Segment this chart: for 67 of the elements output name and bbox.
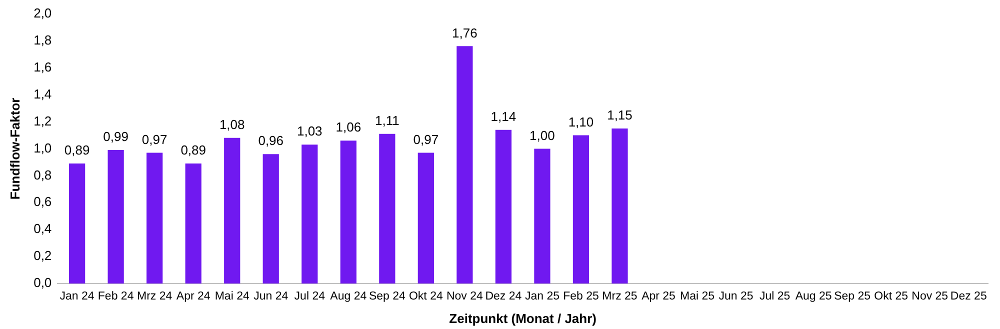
y-tick-label: 0,6 <box>34 194 52 210</box>
y-tick-label: 0,0 <box>34 275 52 290</box>
y-tick-label: 1,2 <box>34 113 52 128</box>
x-tick-label: Mai 24 <box>214 290 250 303</box>
bar <box>185 164 202 284</box>
x-tick-label: Okt 25 <box>874 290 908 303</box>
x-tick-label: Jan 24 <box>60 290 95 303</box>
data-label: 1,14 <box>490 108 516 124</box>
x-tick-label: Jun 25 <box>718 290 754 303</box>
x-tick-label: Feb 25 <box>563 290 599 303</box>
x-tick-label: Apr 25 <box>642 290 676 303</box>
bar <box>612 128 628 284</box>
x-tick-label: Nov 25 <box>912 290 948 303</box>
bar <box>418 152 434 284</box>
x-tick-label: Jul 25 <box>759 290 790 303</box>
data-label: 0,96 <box>258 133 284 148</box>
x-tick-label: Aug 25 <box>795 290 832 303</box>
x-tick-label: Dez 24 <box>485 290 522 303</box>
data-label: 1,11 <box>374 112 400 128</box>
bar <box>340 140 356 284</box>
y-tick-label: 0,2 <box>34 248 52 264</box>
bar <box>108 150 124 284</box>
y-tick-label: 0,4 <box>34 221 52 236</box>
bar <box>302 144 318 284</box>
x-tick-label: Mai 25 <box>680 290 715 303</box>
bar <box>456 46 473 284</box>
data-label: 1,00 <box>530 128 555 143</box>
x-tick-label: Mrz 24 <box>137 290 173 303</box>
data-label: 0,89 <box>180 142 206 158</box>
data-label: 1,10 <box>568 114 594 130</box>
data-label: 0,99 <box>103 129 128 144</box>
data-label: 1,06 <box>336 120 362 135</box>
x-tick-label: Sep 24 <box>368 290 406 303</box>
x-tick-label: Okt 24 <box>408 290 444 303</box>
y-tick-label: 0,8 <box>34 167 52 182</box>
bar <box>534 148 550 284</box>
x-tick-label: Sep 25 <box>834 290 871 303</box>
data-label: 0,89 <box>64 142 90 158</box>
x-axis-title: Zeitpunkt (Monat / Jahr) <box>449 310 597 326</box>
y-tick-label: 1,8 <box>34 32 52 48</box>
x-tick-label: Nov 24 <box>446 290 484 303</box>
bar <box>146 152 163 284</box>
x-tick-label: Feb 24 <box>98 290 134 303</box>
x-tick-label: Jun 24 <box>254 290 289 303</box>
data-label: 1,15 <box>607 108 632 123</box>
y-tick-label: 1,0 <box>34 140 52 156</box>
bar <box>224 138 240 284</box>
bar <box>379 134 396 284</box>
x-tick-label: Jul 24 <box>294 290 326 303</box>
x-tick-label: Jan 25 <box>524 290 560 303</box>
bar <box>68 164 86 284</box>
x-tick-label: Aug 24 <box>330 290 368 303</box>
data-label: 0,97 <box>413 132 439 147</box>
data-label: 1,08 <box>219 116 245 132</box>
data-label: 1,76 <box>452 25 478 40</box>
x-tick-label: Apr 24 <box>176 290 211 303</box>
data-label: 1,03 <box>296 124 322 139</box>
x-tick-label: Mrz 25 <box>602 290 638 303</box>
y-tick-label: 1,6 <box>34 59 52 74</box>
bar <box>262 154 279 284</box>
data-label: 0,97 <box>142 132 168 147</box>
bar <box>572 135 590 284</box>
y-axis-title: Fundflow-Faktor <box>7 98 22 200</box>
y-tick-label: 2,0 <box>34 5 52 20</box>
x-tick-label: Dez 25 <box>950 290 987 303</box>
y-tick-label: 1,4 <box>34 86 52 102</box>
bar <box>495 130 512 284</box>
